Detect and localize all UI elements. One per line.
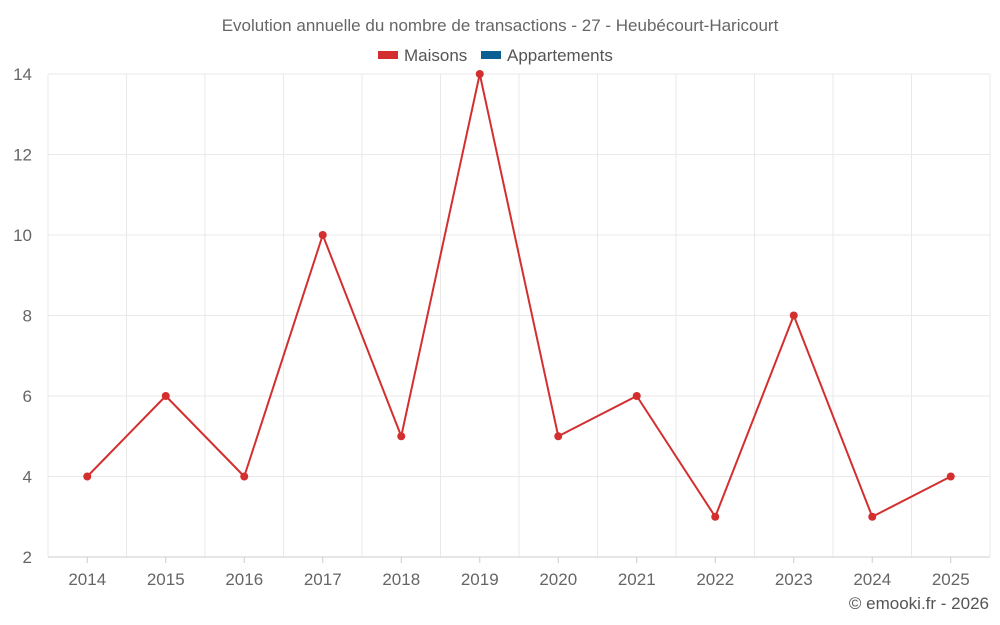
data-point-2022[interactable]: [711, 512, 720, 521]
x-tick-label: 2018: [382, 570, 420, 589]
y-tick-label: 2: [23, 548, 32, 567]
data-point-2023[interactable]: [789, 311, 798, 320]
chart-title: Evolution annuelle du nombre de transact…: [222, 16, 779, 35]
legend-item-appartements[interactable]: Appartements: [481, 46, 613, 65]
data-point-2017[interactable]: [318, 231, 327, 239]
x-tick-label: 2016: [225, 570, 263, 589]
x-tick-label: 2017: [304, 570, 342, 589]
series-maisons: [83, 70, 955, 521]
data-point-2014[interactable]: [83, 472, 92, 481]
legend-label-maisons: Maisons: [404, 46, 467, 65]
x-tick-label: 2023: [775, 570, 813, 589]
data-point-2021[interactable]: [632, 392, 641, 400]
y-tick-label: 4: [23, 468, 32, 487]
x-tick-label: 2022: [696, 570, 734, 589]
series-line-maisons: [86, 73, 952, 518]
y-tick-label: 6: [23, 387, 32, 406]
x-tick-label: 2024: [853, 570, 891, 589]
y-axis-ticks: 2 4 6 8 10 12 14: [13, 65, 32, 567]
legend-label-appartements: Appartements: [507, 46, 613, 65]
x-tick-label: 2014: [68, 570, 106, 589]
data-point-2024[interactable]: [868, 512, 877, 521]
data-point-2018[interactable]: [397, 432, 406, 441]
legend[interactable]: Maisons Appartements: [378, 46, 613, 65]
y-tick-label: 14: [13, 65, 32, 84]
x-tick-label: 2020: [539, 570, 577, 589]
data-point-2019[interactable]: [475, 70, 484, 78]
data-point-2025[interactable]: [946, 472, 955, 481]
y-tick-label: 10: [13, 226, 32, 245]
credit-text: © emooki.fr - 2026: [849, 594, 989, 613]
data-point-2016[interactable]: [240, 472, 249, 481]
legend-swatch-appartements: [481, 51, 501, 59]
x-tick-label: 2015: [147, 570, 185, 589]
data-point-2015[interactable]: [161, 392, 170, 400]
x-tick-label: 2021: [618, 570, 656, 589]
x-gridlines: [47, 74, 991, 557]
x-tick-label: 2019: [461, 570, 499, 589]
y-tick-label: 12: [13, 146, 32, 165]
x-axis-ticks: 2014 2015 2016 2017 2018 2019 2020 2021 2022 2023…: [68, 557, 970, 589]
data-point-2020[interactable]: [554, 432, 563, 441]
x-tick-label: 2025: [932, 570, 970, 589]
legend-swatch-maisons: [378, 51, 398, 59]
y-tick-label: 8: [23, 307, 32, 326]
legend-item-maisons[interactable]: Maisons: [378, 46, 467, 65]
